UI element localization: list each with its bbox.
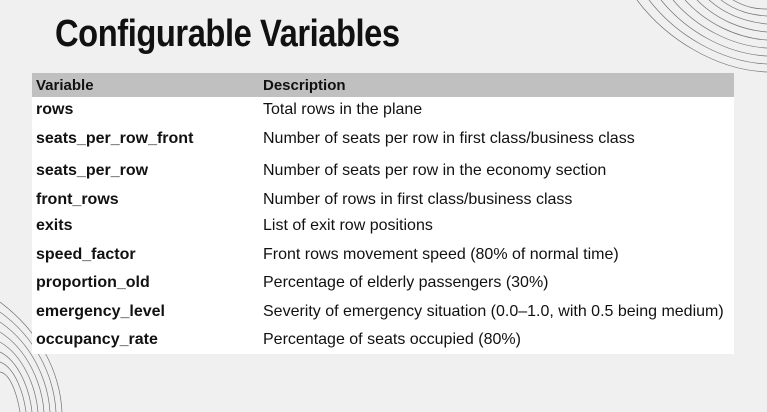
slide-title: Configurable Variables	[55, 13, 400, 55]
variable-name: proportion_old	[36, 274, 150, 291]
table-row: front_rows Number of rows in first class…	[32, 187, 734, 212]
variable-name: emergency_level	[36, 302, 165, 320]
variable-description: Percentage of elderly passengers (30%)	[263, 274, 549, 291]
variable-name: rows	[36, 101, 74, 118]
variable-description: Total rows in the plane	[263, 101, 423, 118]
variable-name: seats_per_row	[36, 161, 149, 179]
header-description: Description	[263, 76, 346, 94]
variable-name: seats_per_row_front	[36, 129, 194, 147]
variable-description: Front rows movement speed (80% of normal…	[263, 245, 619, 263]
table-row: seats_per_row_front Number of seats per …	[32, 123, 734, 154]
table-row: seats_per_row Number of seats per row in…	[32, 154, 734, 187]
variable-name: occupancy_rate	[36, 331, 158, 348]
header-variable: Variable	[36, 76, 94, 94]
variable-description: Number of seats per row in first class/b…	[263, 129, 635, 147]
variable-description: List of exit row positions	[263, 217, 433, 234]
variable-name: front_rows	[36, 190, 119, 208]
variable-description: Severity of emergency situation (0.0–1.0…	[263, 302, 724, 320]
table-header-row: Variable Description	[32, 73, 734, 97]
variables-table: Variable Description rows Total rows in …	[32, 73, 734, 354]
variable-description: Number of rows in first class/business c…	[263, 190, 573, 208]
table-row: proportion_old Percentage of elderly pas…	[32, 269, 734, 297]
table-row: rows Total rows in the plane	[32, 97, 734, 123]
variable-description: Percentage of seats occupied (80%)	[263, 331, 521, 348]
table-row: exits List of exit row positions	[32, 212, 734, 240]
variable-name: exits	[36, 217, 73, 234]
variable-description: Number of seats per row in the economy s…	[263, 161, 607, 179]
variable-name: speed_factor	[36, 245, 136, 263]
table-row: occupancy_rate Percentage of seats occup…	[32, 326, 734, 354]
table-row: speed_factor Front rows movement speed (…	[32, 240, 734, 269]
table-row: emergency_level Severity of emergency si…	[32, 297, 734, 326]
